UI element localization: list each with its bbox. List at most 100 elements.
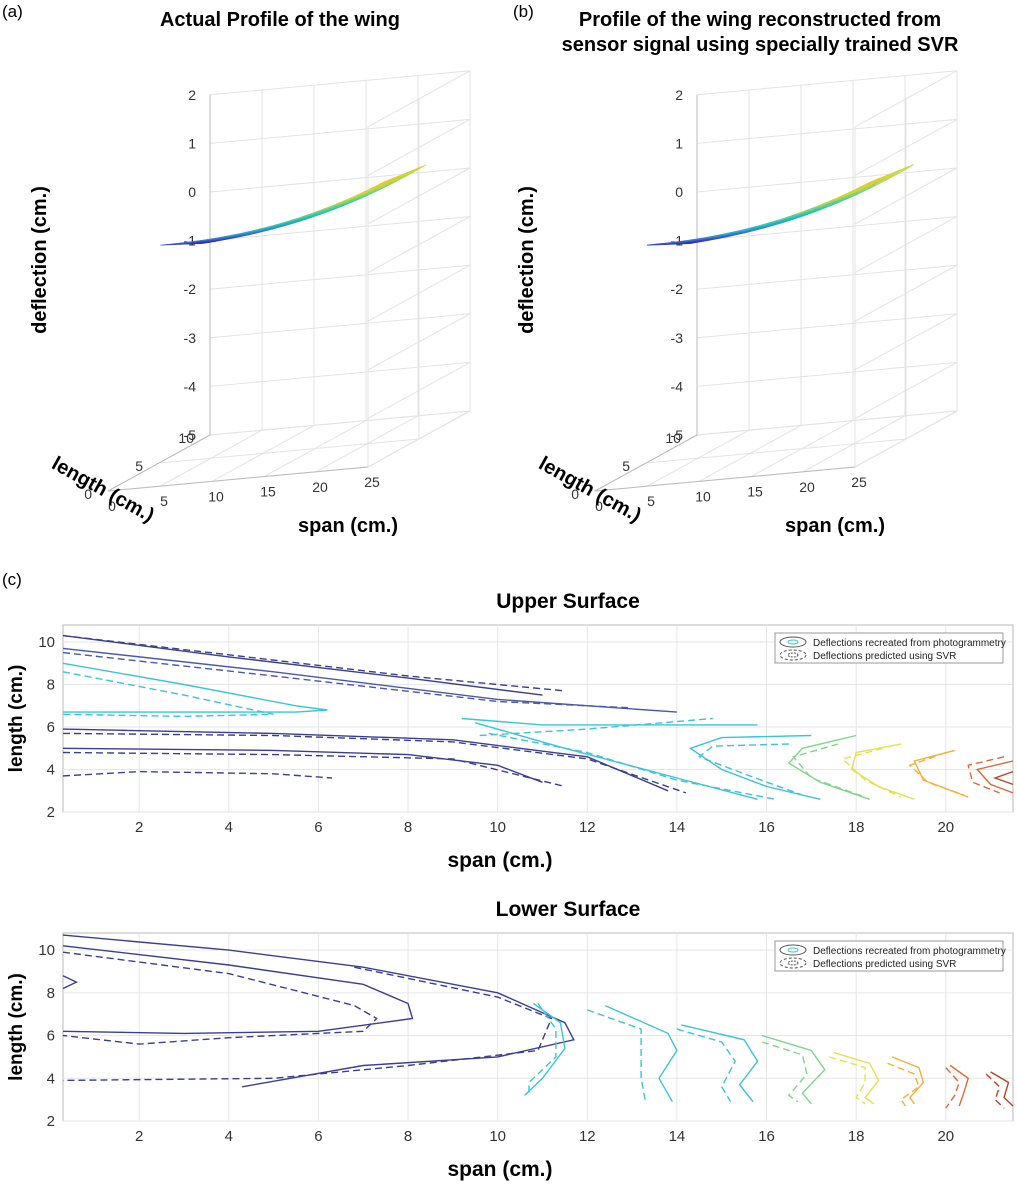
grid-line xyxy=(854,118,958,176)
y-tick-label: 6 xyxy=(47,719,55,736)
contour-line xyxy=(62,651,633,709)
y-tick-label: 10 xyxy=(38,942,55,959)
grid-line xyxy=(696,216,958,242)
contour-line xyxy=(761,1041,808,1103)
legend-entry: Deflections recreated from photogrammetr… xyxy=(813,638,1006,649)
plot-title: Lower Surface xyxy=(496,898,641,921)
grid-line xyxy=(367,216,471,274)
contour-line xyxy=(528,1003,557,1094)
contour-line xyxy=(787,734,870,800)
x-axis-line xyxy=(107,466,369,492)
contour-line xyxy=(841,747,902,798)
y-axis-line xyxy=(107,434,211,492)
z-tick-label: -4 xyxy=(671,378,684,394)
contour-line xyxy=(604,1004,678,1103)
contour-line xyxy=(62,945,414,1035)
x-tick-label: 2 xyxy=(135,1128,143,1145)
z-axis-label: deflection (cm.) xyxy=(516,186,538,334)
z-tick-label: 0 xyxy=(188,184,196,200)
x-tick-label: 14 xyxy=(669,1128,686,1145)
grid-line xyxy=(696,70,958,96)
contour-line xyxy=(985,1073,1005,1109)
x-tick-label: 14 xyxy=(669,819,686,836)
contour-plot-upper: 2 4 6 8 10 12 14 16 18 20 10 8 6 4 2 Upper Surface span … xyxy=(6,590,1014,872)
contour-line xyxy=(524,1002,566,1096)
grid-line xyxy=(854,264,958,322)
grid-line xyxy=(645,438,907,464)
y-tick-label: 4 xyxy=(47,762,55,779)
x-axis-label: span (cm.) xyxy=(447,1158,552,1181)
contour-line xyxy=(681,1024,759,1103)
y-axis-label: length (cm.) xyxy=(6,665,27,773)
y-tick-label: 8 xyxy=(47,985,55,1002)
z-tick-label: -2 xyxy=(184,281,197,297)
grid-line xyxy=(367,70,471,128)
x-tick-label: 2 xyxy=(135,819,143,836)
contour-line xyxy=(676,1028,737,1103)
x-tick-label: 0 xyxy=(108,498,116,514)
contour-line xyxy=(945,1067,960,1109)
panel-c-label: (c) xyxy=(2,570,22,589)
y-tick-label: 10 xyxy=(38,634,55,651)
x-tick-label: 6 xyxy=(314,819,322,836)
contour-line xyxy=(62,934,575,1088)
legend-marker-inner xyxy=(787,652,799,658)
contour-line xyxy=(62,951,378,1045)
x-tick-label: 18 xyxy=(848,1128,865,1145)
grid-line xyxy=(158,438,420,464)
legend-marker-inner xyxy=(787,639,799,645)
contour-line xyxy=(479,717,713,737)
x-tick-label: 12 xyxy=(579,1128,596,1145)
contour-line xyxy=(62,966,553,1082)
z-tick-label: -3 xyxy=(671,330,684,346)
z-tick-label: -5 xyxy=(671,427,684,443)
grid-line xyxy=(696,118,958,144)
x-tick-label: 15 xyxy=(747,484,763,500)
grid-line xyxy=(367,264,471,322)
grid-line xyxy=(209,118,471,144)
x-axis-label: span (cm.) xyxy=(785,515,885,537)
contour-line xyxy=(949,1064,970,1107)
y-tick-label: 8 xyxy=(47,677,55,694)
contour-line xyxy=(62,634,565,692)
grid-line xyxy=(209,264,471,290)
y-tick-label: 4 xyxy=(47,1070,55,1087)
x-tick-label: 5 xyxy=(647,493,655,509)
contour-plot-lower: 2 4 6 8 10 12 14 16 18 20 10 8 6 4 2 Lower Surface span … xyxy=(6,898,1014,1181)
z-tick-label: -5 xyxy=(184,427,197,443)
z-tick-label: -1 xyxy=(184,233,197,249)
x-tick-label: 5 xyxy=(160,493,168,509)
contour-line xyxy=(975,760,1014,794)
x-tick-label: 12 xyxy=(579,819,596,836)
y-tick-label: 2 xyxy=(47,1113,55,1130)
x-axis-line xyxy=(594,466,856,492)
legend-marker xyxy=(779,957,807,969)
z-tick-label: 2 xyxy=(188,87,196,103)
legend-marker-inner xyxy=(787,947,799,953)
contour-line xyxy=(461,717,758,726)
y-tick-label: 10 xyxy=(665,430,681,446)
x-tick-label: 10 xyxy=(489,1128,506,1145)
y-axis-label: length (cm.) xyxy=(6,973,27,1081)
grid-line xyxy=(367,167,471,225)
panel-a-label: (a) xyxy=(2,2,23,21)
grid-line xyxy=(209,216,471,242)
grid-line xyxy=(696,410,958,436)
x-axis-label: span (cm.) xyxy=(447,849,552,872)
contour-line xyxy=(62,770,332,779)
grid-line xyxy=(696,313,958,339)
x-tick-label: 10 xyxy=(489,819,506,836)
legend-box xyxy=(774,632,1004,664)
contour-line xyxy=(62,732,687,794)
grid-line xyxy=(209,410,471,436)
contour-line xyxy=(62,662,328,713)
y-tick-label: 10 xyxy=(178,430,194,446)
y-tick-label: 5 xyxy=(135,458,143,474)
z-tick-label: 2 xyxy=(675,87,683,103)
x-tick-label: 16 xyxy=(758,819,775,836)
x-tick-label: 8 xyxy=(404,1128,412,1145)
contour-line xyxy=(829,1056,866,1105)
panel-a-title: Actual Profile of the wing xyxy=(159,9,400,31)
